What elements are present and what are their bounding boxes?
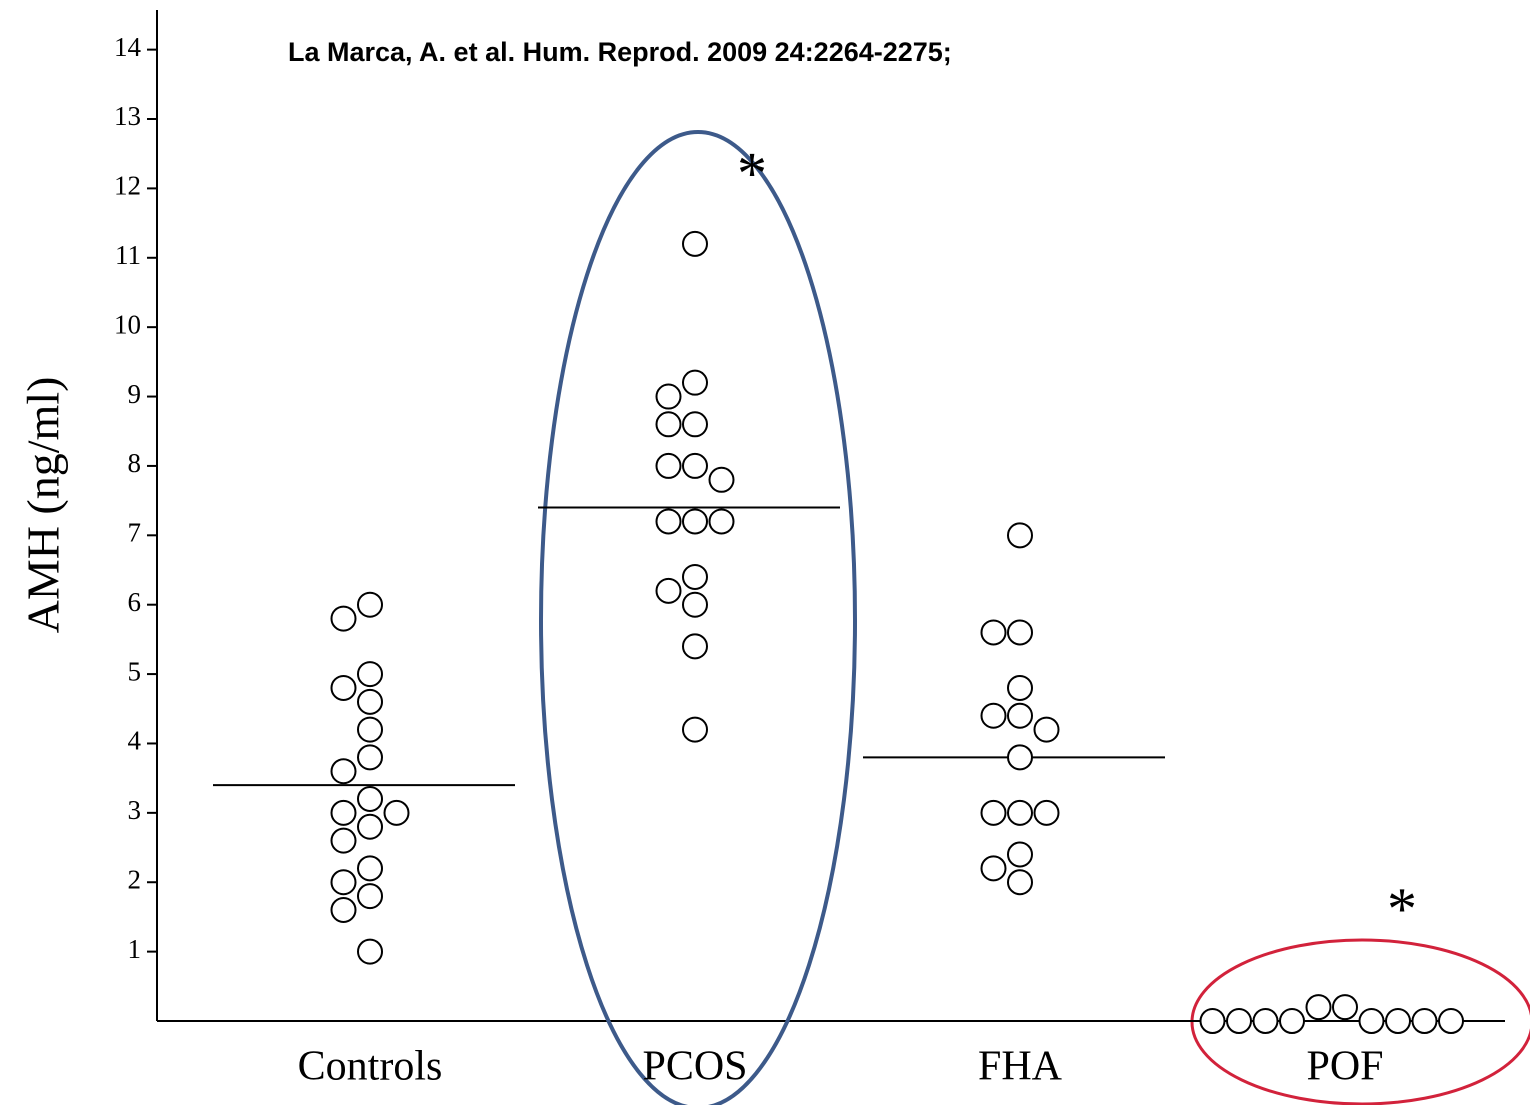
data-point (1385, 1008, 1411, 1034)
data-point (1007, 522, 1033, 549)
data-point (1279, 1008, 1305, 1034)
y-tick-label: 2 (128, 864, 142, 894)
data-point (1438, 1008, 1464, 1034)
data-point (682, 633, 708, 660)
data-point (980, 619, 1007, 646)
data-point (682, 563, 708, 590)
y-axis-label: AMH (ng/ml) (18, 377, 69, 634)
data-point (1358, 1008, 1385, 1034)
data-point (682, 508, 708, 535)
data-point (708, 508, 735, 535)
data-point (1033, 799, 1060, 826)
data-point (330, 758, 357, 785)
data-point (980, 702, 1007, 729)
data-point (1411, 1008, 1438, 1034)
chart-title: La Marca, A. et al. Hum. Reprod. 2009 24… (288, 37, 952, 67)
data-point (1199, 1008, 1226, 1034)
data-point (1007, 619, 1033, 646)
data-point (980, 855, 1007, 882)
data-point (1305, 994, 1332, 1021)
data-point (682, 369, 708, 396)
data-point (357, 938, 383, 965)
data-point (1007, 841, 1033, 868)
y-tick-label: 12 (114, 171, 141, 201)
highlight-ellipse (539, 130, 857, 1105)
data-point (330, 827, 357, 854)
data-point (357, 661, 383, 688)
data-point (1007, 799, 1033, 826)
data-point (357, 785, 383, 812)
data-point (682, 716, 708, 743)
y-tick-label: 13 (114, 101, 141, 131)
data-point (655, 577, 682, 604)
y-tick-label: 1 (128, 934, 142, 964)
data-point (1007, 744, 1033, 771)
y-tick-label: 3 (128, 795, 142, 825)
y-tick-label: 4 (128, 726, 142, 756)
data-point (357, 716, 383, 743)
data-point (330, 605, 357, 632)
data-point (357, 855, 383, 882)
data-point (1226, 1008, 1252, 1034)
y-tick-label: 5 (128, 656, 142, 686)
data-point (682, 452, 708, 479)
data-point (357, 591, 383, 618)
data-point (1033, 716, 1060, 743)
y-tick-label: 11 (115, 240, 141, 270)
y-tick-label: 7 (128, 518, 142, 548)
data-point (330, 674, 357, 701)
data-point (330, 869, 357, 896)
data-point (1007, 674, 1033, 701)
y-tick-label: 9 (128, 379, 142, 409)
data-point (330, 799, 357, 826)
data-point (655, 452, 682, 479)
annotation: * (737, 140, 767, 206)
y-tick-label: 10 (114, 309, 141, 339)
data-point (708, 466, 735, 493)
data-point (682, 230, 708, 257)
x-tick-label: POF (1306, 1044, 1383, 1090)
data-point (655, 411, 682, 438)
y-tick-label: 6 (128, 587, 142, 617)
data-point (330, 896, 357, 923)
annotation: * (1387, 876, 1417, 942)
data-point (655, 383, 682, 410)
data-point (655, 508, 682, 535)
data-point (1007, 869, 1033, 896)
y-tick-label: 8 (128, 448, 142, 478)
data-point (682, 591, 708, 618)
y-tick-label: 14 (114, 32, 142, 62)
data-point (1007, 702, 1033, 729)
x-tick-label: PCOS (642, 1044, 747, 1090)
data-point (1332, 994, 1358, 1021)
data-point (357, 688, 383, 715)
x-tick-label: Controls (298, 1044, 443, 1090)
data-point (383, 799, 410, 826)
data-point (357, 813, 383, 840)
data-point (357, 883, 383, 910)
data-point (1252, 1008, 1279, 1034)
data-point (357, 744, 383, 771)
data-point (682, 411, 708, 438)
data-point (980, 799, 1007, 826)
x-tick-label: FHA (978, 1044, 1063, 1090)
